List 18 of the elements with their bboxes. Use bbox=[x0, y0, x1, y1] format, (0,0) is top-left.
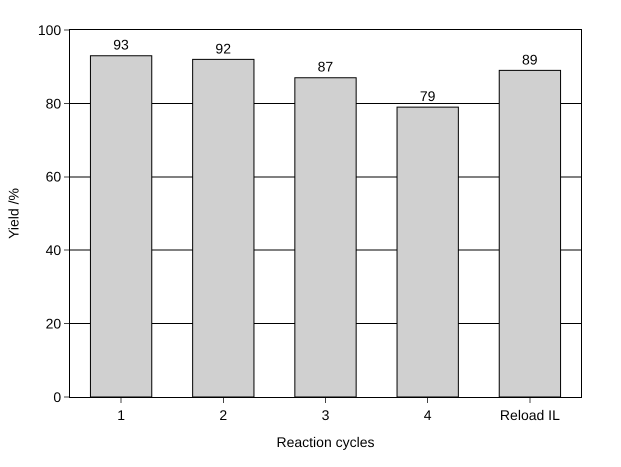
data-label: 89 bbox=[522, 51, 538, 68]
x-tick-label: Reload IL bbox=[500, 406, 560, 423]
y-tick-label: 80 bbox=[46, 95, 62, 112]
x-tick-label: 1 bbox=[117, 406, 126, 423]
data-label: 92 bbox=[215, 40, 232, 56]
x-tick-label: 4 bbox=[424, 406, 432, 423]
data-label: 79 bbox=[420, 88, 436, 104]
y-axis-title: Yield /% bbox=[5, 188, 22, 239]
y-tick-label: 60 bbox=[46, 168, 62, 185]
y-tick-label: 40 bbox=[46, 242, 62, 258]
x-axis-title: Reaction cycles bbox=[276, 434, 375, 450]
x-tick-label: 2 bbox=[219, 406, 228, 423]
y-tick-label: 0 bbox=[53, 388, 62, 405]
y-tick-label: 20 bbox=[46, 316, 62, 332]
data-label: 93 bbox=[113, 36, 129, 53]
y-tick-label: 100 bbox=[38, 22, 62, 38]
data-label: 87 bbox=[318, 58, 334, 75]
x-tick-label: 3 bbox=[322, 406, 330, 423]
